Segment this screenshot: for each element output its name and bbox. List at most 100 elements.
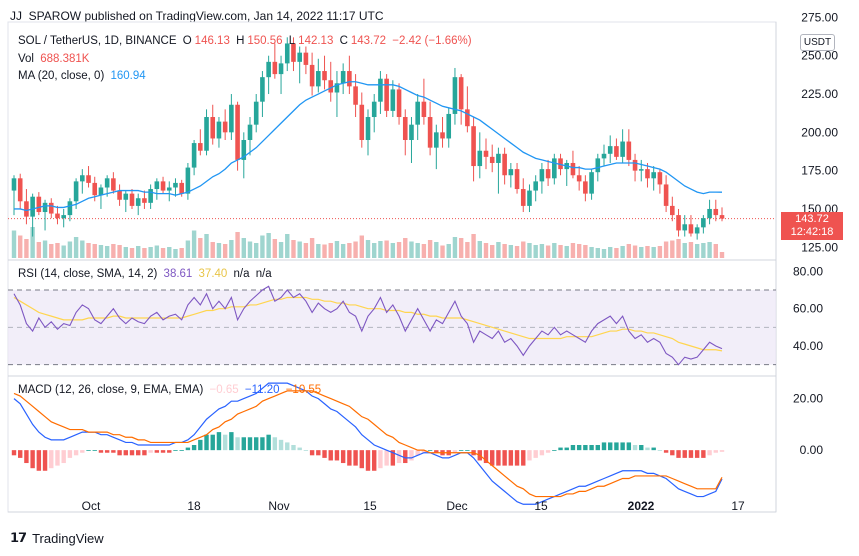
symbol-label[interactable]: SOL / TetherUS, 1D, BINANCE — [18, 35, 177, 47]
volume-bar — [11, 230, 17, 258]
volume-bar — [247, 241, 253, 258]
volume-bar — [533, 245, 538, 258]
candle-body — [651, 172, 656, 179]
candle-body — [55, 213, 60, 219]
candle-body — [620, 141, 625, 157]
macd-histogram-bar — [266, 434, 271, 451]
rsi-na-1: n/a — [233, 268, 250, 280]
volume-bar — [639, 247, 644, 258]
macd-histogram-bar — [254, 437, 259, 451]
volume-bar — [570, 243, 576, 258]
macd-histogram-bar — [713, 450, 718, 453]
macd-histogram-bar — [111, 450, 116, 453]
rsi-label[interactable]: RSI (14, close, SMA, 14, 2) — [18, 268, 158, 280]
volume-bar — [452, 237, 458, 258]
macd-histogram-bar — [334, 450, 340, 461]
candle-body — [614, 146, 619, 157]
macd-histogram-bar — [285, 442, 290, 451]
volume-bar — [589, 247, 594, 258]
volume-bar — [160, 248, 166, 258]
macd-histogram-bar — [303, 450, 309, 451]
volume-bar — [365, 240, 371, 258]
candle-body — [427, 117, 433, 148]
volume-bar — [521, 241, 526, 258]
candle-body — [409, 124, 414, 140]
countdown-value: 12:42:18 — [790, 225, 834, 238]
candle-body — [707, 208, 712, 219]
candle-body — [583, 181, 588, 194]
price-legend: SOL / TetherUS, 1D, BINANCE O 146.13 H 150… — [18, 35, 475, 47]
footer-brand[interactable]: TradingView — [32, 530, 104, 546]
candle-body — [235, 104, 240, 160]
candle-body — [545, 169, 551, 179]
macd-histogram-bar — [539, 450, 545, 456]
candle-body — [694, 227, 700, 234]
macd-histogram-bar — [73, 450, 79, 456]
open-label: O — [182, 35, 192, 47]
macd-histogram-bar — [173, 450, 178, 451]
volume-bar — [61, 245, 66, 258]
volume-bar — [694, 244, 700, 258]
volume-bar — [272, 239, 278, 258]
macd-tick-label: 0.00 — [800, 443, 824, 457]
macd-label[interactable]: MACD (12, 26, close, 9, EMA, EMA) — [18, 384, 204, 396]
candle-body — [98, 187, 104, 196]
volume-bar — [98, 245, 104, 258]
volume-bar — [340, 244, 346, 258]
volume-bar — [384, 240, 389, 258]
macd-histogram-bar — [30, 450, 35, 469]
volume-bar — [303, 243, 309, 258]
candle-body — [396, 89, 402, 118]
volume-legend: Vol 688.381K — [18, 53, 92, 65]
macd-histogram-bar — [452, 450, 458, 453]
last-price-badge: 143.72 12:42:18 — [781, 211, 843, 240]
volume-bar — [620, 246, 625, 258]
macd-histogram-bar — [347, 450, 352, 466]
candle-body — [378, 78, 383, 102]
candle-body — [576, 175, 582, 182]
candle-body — [154, 181, 160, 190]
volume-bar — [185, 240, 191, 258]
candle-body — [508, 169, 514, 176]
candle-body — [384, 78, 389, 111]
macd-histogram-bar — [61, 450, 66, 464]
candle-body — [440, 132, 445, 139]
macd-histogram-bar — [198, 439, 203, 451]
vol-label[interactable]: Vol — [18, 53, 34, 65]
candle-body — [210, 117, 216, 139]
macd-histogram-bar — [403, 450, 408, 464]
macd-signal-value: −10.55 — [285, 384, 322, 396]
candle-body — [676, 215, 681, 231]
candle-body — [632, 159, 638, 171]
macd-hist-value: −0.65 — [209, 384, 239, 396]
volume-bar — [626, 244, 632, 258]
volume-bar — [670, 240, 675, 258]
macd-histogram-bar — [24, 450, 29, 464]
volume-bar — [440, 245, 445, 258]
macd-histogram-bar — [86, 450, 91, 451]
macd-histogram-bar — [533, 450, 538, 458]
macd-histogram-bar — [67, 450, 73, 458]
macd-histogram-bar — [682, 450, 687, 458]
candle-body — [322, 71, 327, 81]
volume-bar — [73, 237, 79, 258]
time-tick-label: Nov — [268, 499, 289, 513]
volume-bar — [328, 243, 333, 258]
currency-button[interactable]: USDT — [800, 34, 835, 51]
candle-body — [216, 121, 222, 139]
macd-histogram-bar — [558, 447, 563, 451]
candle-body — [527, 190, 532, 206]
candle-body — [80, 175, 85, 182]
ma-label[interactable]: MA (20, close, 0) — [18, 70, 105, 82]
macd-histogram-bar — [104, 450, 110, 453]
candle-body — [241, 140, 247, 160]
macd-line — [13, 382, 723, 505]
volume-bar — [409, 241, 414, 258]
candle-body — [191, 143, 197, 168]
volume-bar — [576, 244, 582, 258]
candle-body — [483, 150, 489, 157]
macd-histogram-bar — [502, 450, 507, 466]
macd-histogram-bar — [18, 450, 23, 458]
candle-body — [458, 77, 464, 110]
